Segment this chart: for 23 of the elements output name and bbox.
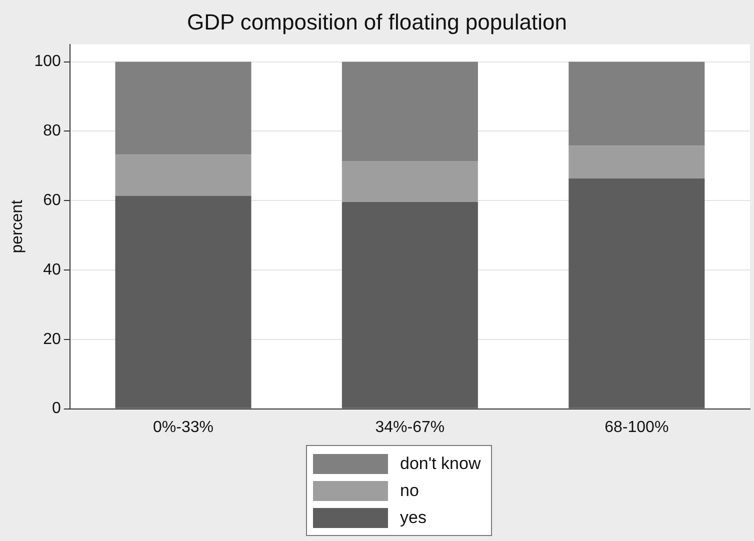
bar xyxy=(342,202,478,408)
bar xyxy=(342,161,478,202)
y-tick-label: 20 xyxy=(43,330,61,348)
x-tick-label: 68-100% xyxy=(604,418,669,436)
bar xyxy=(115,62,252,155)
y-tick-label: 0 xyxy=(52,400,61,418)
y-tick-label: 60 xyxy=(43,192,61,209)
x-tick-label: 0%-33% xyxy=(153,418,214,436)
bar xyxy=(115,196,252,408)
bar xyxy=(568,62,705,146)
chart-title: GDP composition of floating population xyxy=(187,9,567,34)
bar xyxy=(342,62,478,162)
legend-label: don't know xyxy=(400,454,481,474)
legend-label: no xyxy=(400,480,419,500)
y-tick-label: 100 xyxy=(34,53,61,70)
bar xyxy=(115,154,252,196)
y-axis-title: percent xyxy=(9,199,26,254)
y-tick-label: 80 xyxy=(43,122,61,140)
legend-label: yes xyxy=(400,508,426,528)
y-tick-label: 40 xyxy=(43,261,61,278)
bar xyxy=(568,146,705,178)
x-tick-label: 34%-67% xyxy=(375,418,445,436)
bar xyxy=(568,178,705,408)
